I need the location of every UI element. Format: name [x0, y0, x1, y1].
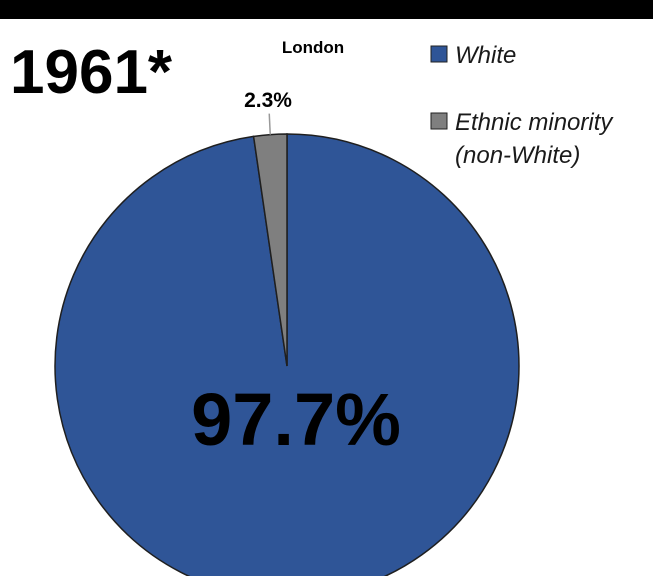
data-label-white: 97.7%: [191, 378, 401, 461]
top-rule-bar: [0, 0, 653, 19]
legend-label-ethnic-minority-line1: Ethnic minority: [455, 109, 614, 136]
legend-swatch-ethnic-minority: [430, 112, 448, 130]
legend-swatch-white: [430, 45, 448, 63]
legend: White Ethnic minority (non-White): [430, 42, 614, 169]
chart-title: 1961*: [10, 38, 173, 107]
legend-label-ethnic-minority-line2: (non-White): [455, 142, 580, 169]
pie-slices: [54, 133, 520, 576]
chart-subtitle: London: [282, 38, 344, 57]
data-label-ethnic-minority: 2.3%: [244, 89, 292, 112]
legend-label-white: White: [455, 42, 516, 69]
minority-leader-line: [268, 113, 272, 135]
